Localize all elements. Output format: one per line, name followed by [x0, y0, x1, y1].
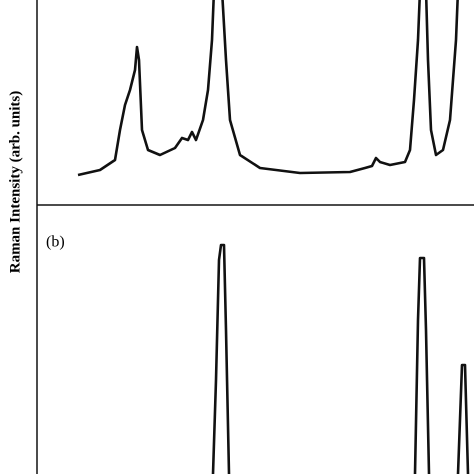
panel-label: (b) [46, 234, 65, 251]
y-axis-label: Raman Intensity (arb. units) [7, 91, 23, 274]
spectrum-line [77, 0, 459, 177]
spectrum-line [211, 243, 470, 474]
